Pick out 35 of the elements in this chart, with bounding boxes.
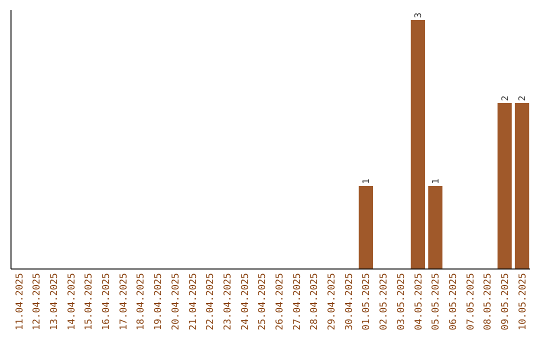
x-tick-label: 19.04.2025 — [153, 273, 164, 330]
x-tick-label: 11.04.2025 — [14, 273, 26, 330]
x-tick-label: 08.05.2025 — [482, 273, 494, 330]
x-tick-label: 28.04.2025 — [309, 273, 320, 330]
x-tick-label: 24.04.2025 — [240, 273, 251, 330]
x-tick-label: 16.04.2025 — [101, 273, 112, 330]
x-tick-label: 21.04.2025 — [188, 273, 199, 330]
data-label: 2 — [500, 96, 511, 101]
x-tick-label: 09.05.2025 — [500, 273, 511, 330]
x-tick-label: 04.05.2025 — [413, 273, 424, 330]
x-tick-label: 26.04.2025 — [274, 273, 286, 330]
x-tick-label: 23.04.2025 — [222, 273, 234, 330]
x-tick-label: 30.04.2025 — [344, 273, 355, 330]
x-tick-label: 10.05.2025 — [517, 273, 528, 330]
x-tick-label: 07.05.2025 — [465, 273, 476, 330]
x-tick-label: 01.05.2025 — [361, 273, 372, 330]
data-label: 1 — [362, 178, 372, 184]
x-tick-label: 02.05.2025 — [378, 273, 390, 330]
data-label: 2 — [518, 96, 528, 101]
x-tick-label: 14.04.2025 — [66, 273, 78, 330]
x-tick-label: 17.04.2025 — [118, 273, 130, 330]
x-tick-label: 06.05.2025 — [448, 273, 459, 330]
x-tick-label: 13.04.2025 — [48, 273, 60, 330]
x-tick-label: 20.04.2025 — [170, 273, 182, 330]
data-label: 1 — [431, 178, 442, 184]
x-tick-label: 22.04.2025 — [205, 273, 216, 330]
x-tick-label: 25.04.2025 — [257, 273, 268, 330]
x-tick-label: 29.04.2025 — [326, 273, 338, 330]
x-tick-label: 27.04.2025 — [292, 273, 303, 330]
x-tick-label: 03.05.2025 — [396, 273, 407, 330]
x-tick-label: 12.04.2025 — [32, 273, 43, 330]
data-label: 3 — [414, 12, 424, 18]
x-tick-label: 18.04.2025 — [136, 273, 147, 330]
x-tick-label: 15.04.2025 — [84, 273, 95, 330]
x-tick-label: 05.05.2025 — [430, 273, 442, 330]
